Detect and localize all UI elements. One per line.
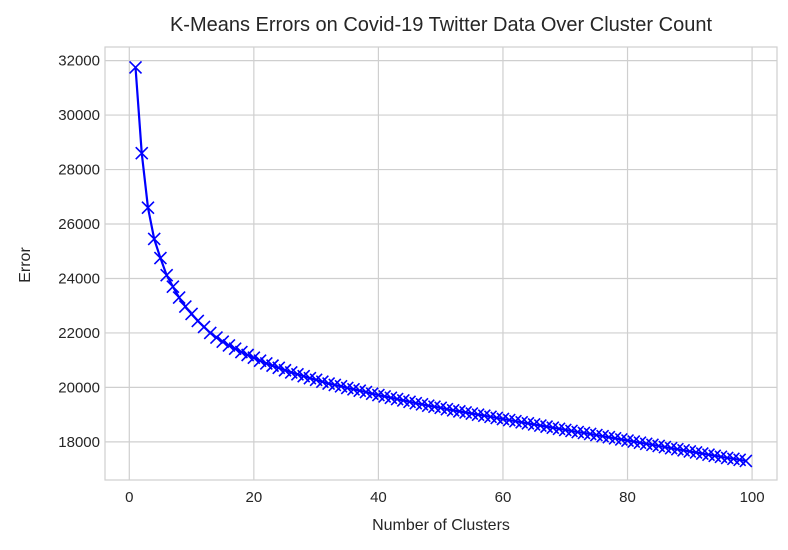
data-point-marker [128,60,143,74]
x-tick-label: 60 [495,489,512,506]
x-tick-label: 40 [370,489,387,506]
data-point-marker [209,331,224,345]
data-point-marker [216,335,230,349]
y-tick-labels: 18000 20000 22000 24000 26000 28000 30000 32000 [58,53,100,451]
y-tick-label: 32000 [58,53,100,70]
series-markers [128,60,753,468]
y-tick-label: 30000 [58,107,100,124]
data-point-marker [135,146,149,160]
y-tick-label: 26000 [58,216,100,233]
data-point-marker [141,201,155,215]
x-tick-labels: 0 20 40 60 80 100 [125,489,764,506]
chart-title: K-Means Errors on Covid-19 Twitter Data … [170,14,712,36]
x-axis-label: Number of Clusters [372,517,510,534]
data-point-marker [166,280,180,294]
y-tick-label: 28000 [58,162,100,179]
y-tick-label: 18000 [58,434,100,451]
data-point-marker [160,268,174,282]
y-axis-label: Error [17,247,34,283]
data-point-marker [222,338,236,353]
series-line [134,67,747,463]
data-point-marker [247,351,261,365]
data-point-marker [228,342,242,356]
data-point-marker [739,454,753,468]
y-tick-label: 22000 [58,325,100,342]
data-point-marker [172,290,186,305]
x-tick-label: 20 [246,489,263,506]
x-tick-label: 0 [125,489,133,506]
plot-frame [104,46,778,481]
y-tick-label: 24000 [58,270,100,287]
data-point-marker [203,326,217,340]
x-tick-label: 100 [740,489,765,506]
y-tick-label: 20000 [58,379,100,396]
x-tick-label: 80 [619,489,636,506]
grid [105,47,777,480]
data-point-marker [147,232,161,246]
data-point-marker [153,251,167,265]
data-point-marker [234,345,248,359]
